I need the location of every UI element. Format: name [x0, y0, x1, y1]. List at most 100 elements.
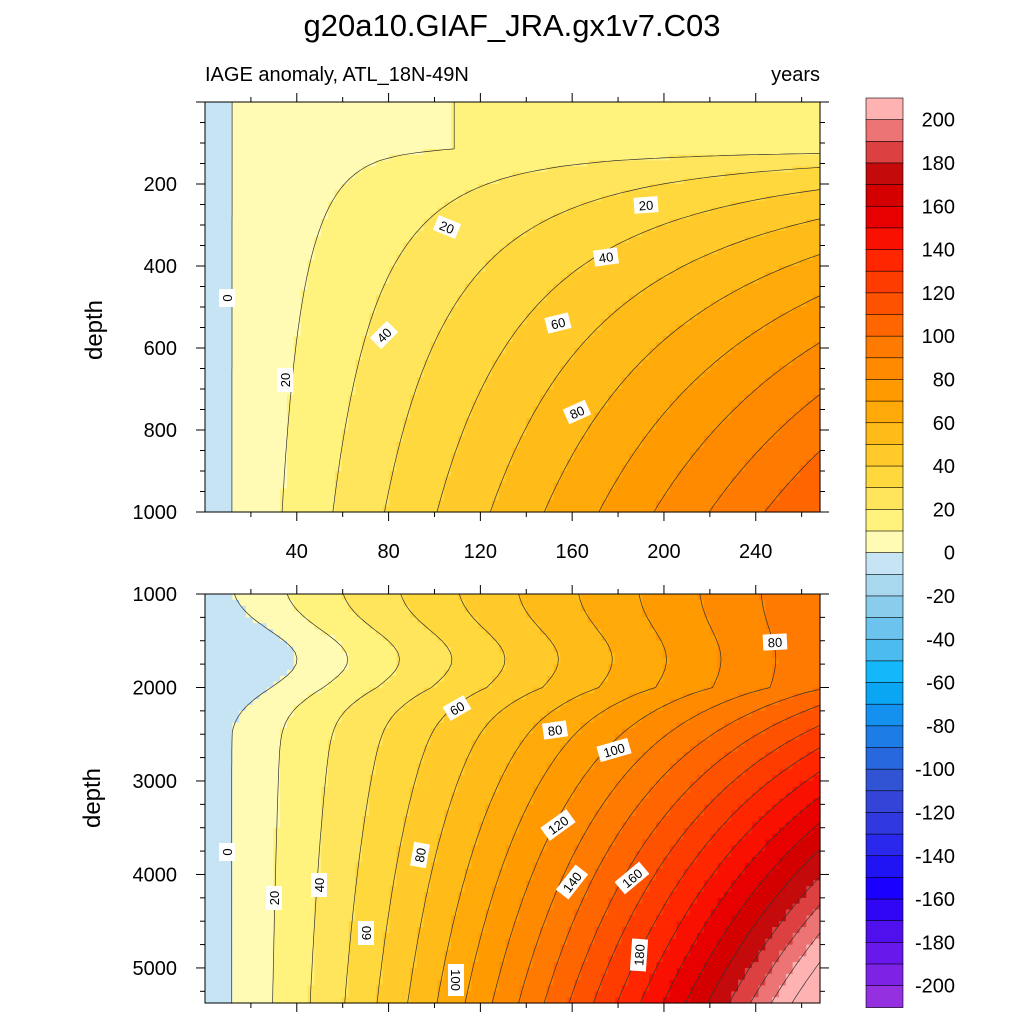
fill-cell	[676, 359, 684, 367]
fill-cell	[328, 213, 336, 220]
fill-cell	[512, 107, 520, 115]
fill-cell	[744, 353, 753, 361]
fill-cell	[389, 236, 397, 244]
fill-cell	[792, 277, 801, 285]
fill-cell	[382, 119, 391, 127]
fill-cell	[355, 184, 363, 191]
fill-cell	[738, 131, 746, 138]
fill-cell	[471, 271, 479, 279]
fill-cell	[553, 283, 561, 291]
fill-cell	[437, 295, 445, 302]
fill-cell	[580, 312, 589, 320]
fill-cell	[218, 271, 227, 279]
fill-cell	[690, 236, 698, 244]
fill-cell	[403, 260, 411, 267]
fill-cell	[697, 353, 705, 361]
fill-cell	[239, 400, 247, 408]
fill-cell	[410, 266, 418, 273]
fill-cell	[656, 365, 664, 373]
fill-cell	[656, 119, 664, 127]
fill-cell	[512, 219, 520, 226]
fill-cell	[738, 383, 746, 390]
fill-cell	[334, 289, 343, 296]
fill-cell	[792, 254, 801, 261]
fill-cell	[649, 184, 657, 191]
fill-cell	[375, 113, 384, 121]
fill-cell	[293, 348, 302, 355]
fill-cell	[355, 295, 363, 302]
fill-cell	[649, 107, 657, 115]
fill-cell	[492, 318, 500, 326]
fill-cell	[594, 412, 602, 419]
fill-cell	[703, 412, 712, 419]
fill-cell	[416, 289, 425, 296]
fill-cell	[779, 307, 787, 314]
fill-cell	[779, 324, 787, 332]
fill-cell	[580, 266, 589, 273]
fill-cell	[703, 137, 712, 144]
fill-cell	[758, 371, 766, 378]
fill-cell	[792, 371, 801, 378]
fill-cell	[601, 172, 609, 179]
fill-cell	[423, 166, 432, 173]
fill-cell	[293, 248, 302, 255]
fill-cell	[341, 324, 350, 332]
fill-cell	[546, 207, 555, 214]
fill-cell	[355, 219, 363, 226]
fill-cell	[375, 242, 384, 250]
fill-cell	[293, 184, 302, 191]
fill-cell	[403, 266, 411, 273]
fill-cell	[410, 377, 418, 384]
fill-cell	[512, 418, 520, 425]
fill-cell	[505, 213, 514, 220]
fill-cell	[341, 172, 350, 179]
fill-cell	[683, 418, 691, 425]
fill-cell	[492, 201, 500, 209]
fill-cell	[239, 178, 247, 185]
fill-cell	[649, 406, 657, 414]
fill-cell	[580, 260, 589, 267]
fill-cell	[382, 377, 391, 384]
fill-cell	[683, 348, 691, 355]
fill-cell	[423, 383, 432, 390]
fill-cell	[751, 371, 760, 378]
fill-cell	[341, 283, 350, 291]
fill-cell	[656, 184, 664, 191]
fill-cell	[334, 266, 343, 273]
fill-cell	[710, 230, 719, 238]
fill-cell	[724, 336, 732, 343]
fill-cell	[471, 113, 479, 121]
fill-cell	[403, 271, 411, 279]
fill-cell	[697, 154, 705, 162]
fill-cell	[615, 283, 623, 291]
fill-cell	[437, 301, 445, 308]
fill-cell	[328, 189, 336, 197]
fill-cell	[649, 213, 657, 220]
fill-cell	[478, 242, 486, 250]
fill-cell	[225, 137, 233, 144]
fill-cell	[649, 154, 657, 162]
fill-cell	[779, 102, 787, 109]
fill-cell	[580, 295, 589, 302]
fill-cell	[731, 184, 739, 191]
fill-cell	[266, 365, 274, 373]
fill-cell	[280, 424, 288, 431]
fill-cell	[615, 318, 623, 326]
fill-cell	[451, 389, 459, 396]
fill-cell	[806, 400, 814, 408]
fill-cell	[799, 143, 807, 150]
fill-cell	[587, 400, 596, 408]
fill-cell	[273, 137, 281, 144]
fill-cell	[731, 271, 739, 279]
fill-cell	[471, 148, 479, 156]
fill-cell	[239, 154, 247, 162]
fill-cell	[239, 266, 247, 273]
fill-cell	[539, 236, 548, 244]
fill-cell	[375, 137, 384, 144]
fill-cell	[505, 348, 514, 355]
fill-cell	[437, 324, 445, 332]
fill-cell	[362, 125, 370, 132]
fill-cell	[471, 389, 479, 396]
fill-cell	[635, 394, 643, 402]
fill-cell	[587, 289, 596, 296]
